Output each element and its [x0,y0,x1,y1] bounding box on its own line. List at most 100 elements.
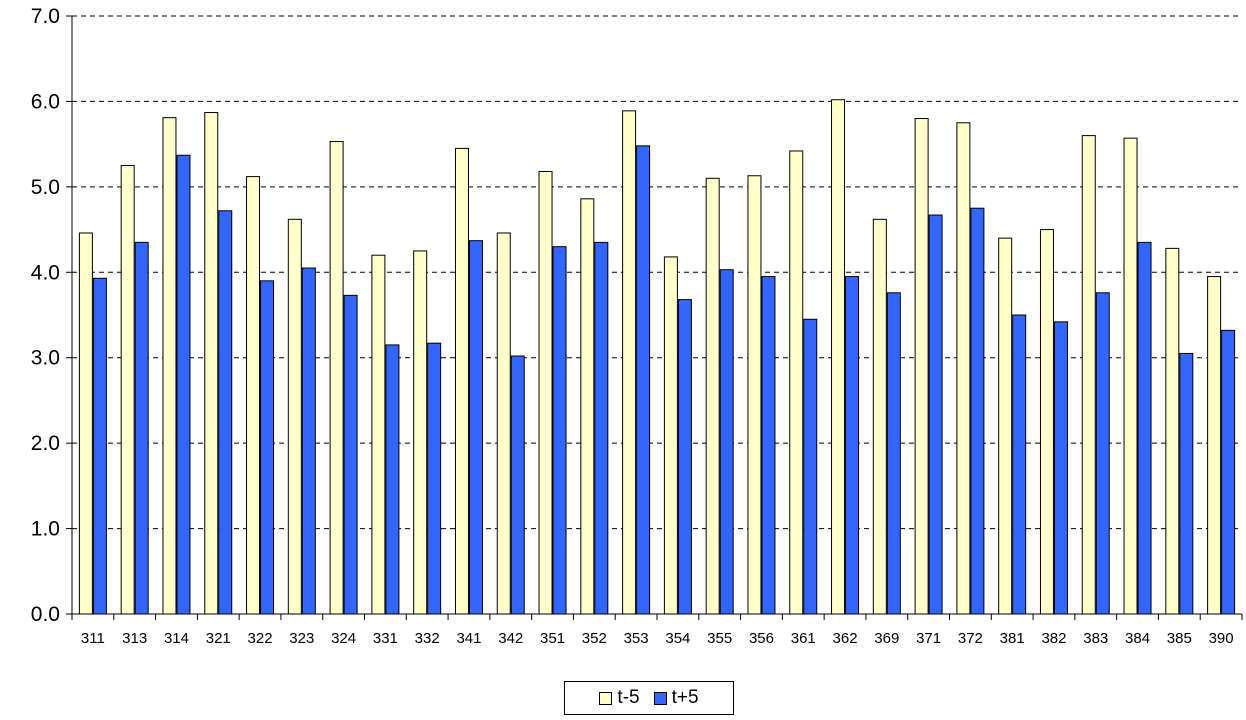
bar-t-minus-5-382 [1039,229,1054,615]
bar-t-minus-5-354 [663,256,678,615]
x-tick-label: 353 [624,630,649,647]
x-tick-label: 385 [1167,630,1192,647]
y-tick-label: 4.0 [31,261,60,284]
bar-t-plus-5-314 [176,154,191,615]
bar-t-minus-5-331 [371,254,386,615]
y-tick-label: 2.0 [31,432,60,455]
bar-t-plus-5-369 [886,292,901,615]
x-tick-label: 311 [81,630,105,647]
bar-t-minus-5-371 [914,118,929,615]
y-tick-label: 0.0 [31,603,60,626]
x-tick-label: 382 [1041,630,1066,647]
bar-t-minus-5-384 [1123,137,1138,615]
x-axis-ticks: 311 313 314 321 322 323 324 331 332 341 342 351 352 3… [71,614,1243,647]
bar-t-plus-5-355 [719,269,734,615]
bar-t-minus-5-323 [287,218,302,615]
bar-t-minus-5-372 [956,122,971,615]
legend-label-t-minus-5: t-5 [617,687,640,708]
x-tick-label: 361 [791,630,816,647]
y-tick-label: 6.0 [31,90,60,113]
bar-t-plus-5-372 [970,207,985,615]
y-axis-ticks: 0.0 1.0 2.0 3.0 4.0 5.0 6.0 7.0 [31,5,72,626]
bar-t-minus-5-324 [329,141,344,615]
y-tick-label: 7.0 [31,5,60,28]
bar-t-plus-5-351 [552,246,567,615]
bar-t-plus-5-352 [594,241,609,615]
y-tick-label: 3.0 [31,347,60,370]
bar-t-plus-5-331 [385,344,400,615]
bar-t-plus-5-382 [1053,321,1068,615]
bar-t-minus-5-321 [204,112,219,615]
bar-t-plus-5-332 [427,342,442,615]
bar-t-minus-5-381 [998,237,1013,615]
x-tick-label: 322 [248,630,273,647]
bar-t-minus-5-362 [831,99,846,615]
bar-t-minus-5-341 [454,147,469,615]
x-tick-label: 331 [373,630,398,647]
x-tick-label: 362 [833,630,858,647]
bar-t-minus-5-351 [538,170,553,615]
bar-t-plus-5-354 [677,299,692,615]
bar-t-minus-5-355 [705,177,720,615]
bar-t-plus-5-356 [761,276,776,615]
x-tick-label: 384 [1125,630,1150,647]
x-tick-label: 341 [456,630,481,647]
x-tick-label: 390 [1209,630,1234,647]
bar-t-plus-5-342 [510,355,525,615]
bar-t-plus-5-371 [928,214,943,615]
bar-t-minus-5-322 [246,176,261,615]
bar-t-plus-5-324 [343,294,358,615]
y-tick-label: 5.0 [31,176,60,199]
bar-t-minus-5-332 [413,250,428,615]
legend-swatch-t-plus-5 [653,691,667,705]
bar-t-minus-5-356 [747,175,762,615]
x-tick-label: 314 [164,630,189,647]
x-tick-label: 381 [1000,630,1025,647]
bar-t-minus-5-311 [78,232,93,615]
x-tick-label: 332 [415,630,440,647]
bar-t-minus-5-383 [1081,135,1096,615]
y-tick-label: 1.0 [31,518,60,541]
bar-t-minus-5-353 [622,110,637,615]
bar-t-plus-5-353 [636,145,651,615]
bar-t-minus-5-385 [1165,247,1180,615]
bar-t-plus-5-323 [301,267,316,615]
x-tick-label: 323 [289,630,314,647]
bar-t-minus-5-314 [162,117,177,615]
x-tick-label: 313 [122,630,147,647]
bar-t-plus-5-322 [260,280,275,615]
x-tick-label: 352 [582,630,607,647]
bars [78,99,1236,615]
bar-t-plus-5-381 [1012,314,1027,615]
bar-t-minus-5-342 [496,232,511,615]
bar-t-plus-5-313 [134,241,149,615]
x-tick-label: 351 [540,630,565,647]
bar-t-plus-5-384 [1137,241,1152,615]
legend-item-t-plus-5: t+5 [653,687,699,709]
bar-t-plus-5-311 [92,277,107,615]
x-tick-label: 354 [665,630,690,647]
bar-t-minus-5-352 [580,198,595,615]
x-tick-label: 383 [1083,630,1108,647]
legend: t-5 t+5 [564,681,734,715]
bar-t-minus-5-361 [789,150,804,615]
x-tick-label: 321 [206,630,231,647]
x-tick-label: 372 [958,630,983,647]
bar-t-plus-5-385 [1179,352,1194,615]
bar-t-plus-5-341 [468,240,483,615]
legend-label-t-plus-5: t+5 [671,687,699,708]
x-tick-label: 369 [874,630,899,647]
bar-t-minus-5-390 [1207,276,1222,615]
bar-t-plus-5-390 [1221,329,1236,615]
x-tick-label: 371 [916,630,941,647]
bar-t-plus-5-383 [1095,292,1110,615]
bar-t-plus-5-321 [218,210,233,615]
bar-t-minus-5-313 [120,165,135,615]
x-tick-label: 356 [749,630,774,647]
bar-t-plus-5-361 [803,318,818,615]
legend-swatch-t-minus-5 [599,691,613,705]
x-tick-label: 342 [498,630,523,647]
x-tick-label: 324 [331,630,356,647]
bar-t-minus-5-369 [872,218,887,615]
legend-item-t-minus-5: t-5 [599,687,640,709]
